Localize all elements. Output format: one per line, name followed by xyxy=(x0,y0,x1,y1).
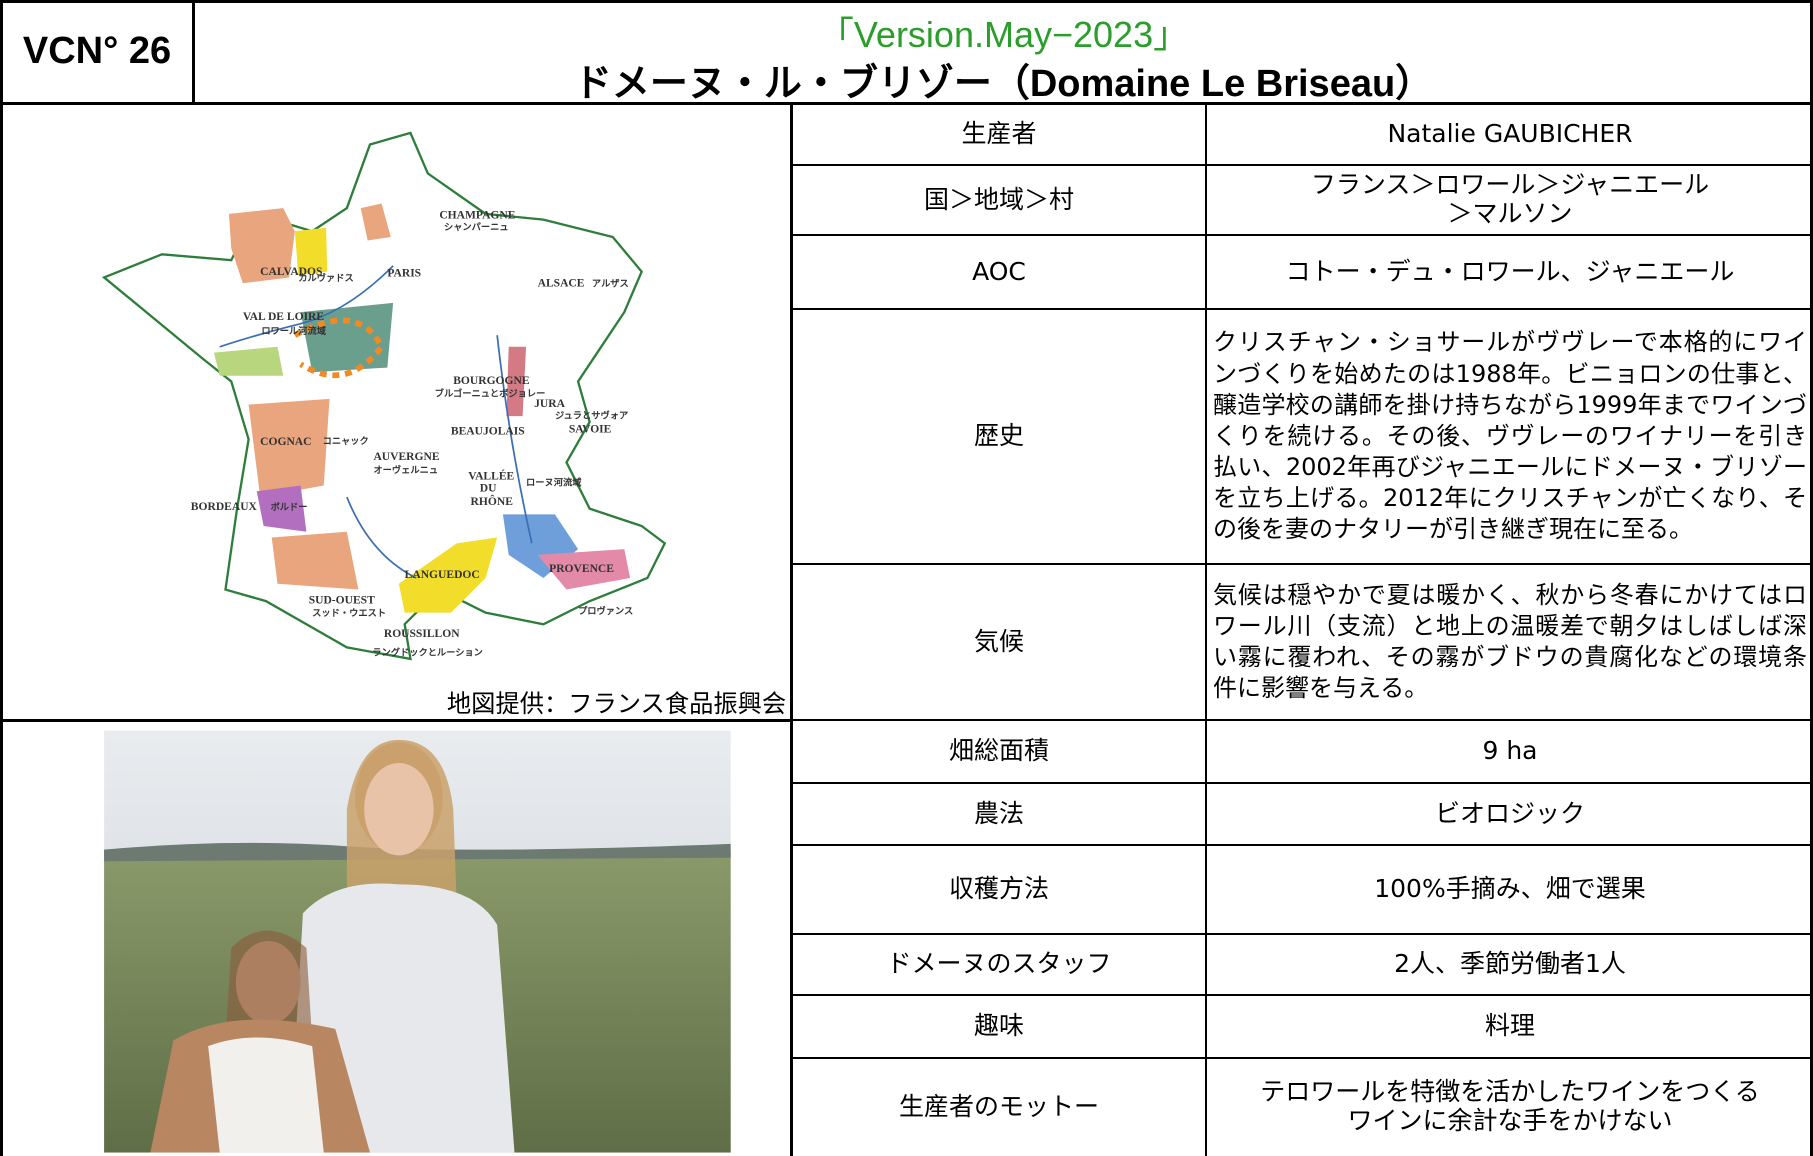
map-label: JURA xyxy=(534,397,565,410)
divider xyxy=(192,0,195,104)
value-line: コトー・デュ・ロワール、ジャニエール xyxy=(1285,256,1735,286)
map-caption: 地図提供：フランス食品振興会 xyxy=(447,689,786,718)
map-label: シャンパーニュ xyxy=(444,221,509,232)
row-value: テロワールを特徴を活かしたワインをつくる ワインに余計な手をかけない xyxy=(1207,1058,1813,1156)
france-map xyxy=(101,131,667,661)
row-line xyxy=(792,994,1813,996)
value-line: ビオロジック xyxy=(1434,798,1585,828)
map-label: コニャック xyxy=(323,436,369,446)
row-value: フランス＞ロワール＞ジャニエール ＞マルソン xyxy=(1207,165,1813,235)
map-label: PROVENCE xyxy=(549,562,614,575)
row-value: 9 ha xyxy=(1207,720,1813,783)
row-line xyxy=(792,844,1813,846)
code-cell: VCN° 26 xyxy=(22,30,172,73)
value-line: テロワールを特徴を活かしたワインをつくる xyxy=(1260,1077,1760,1107)
map-label: ジュラとサヴォア xyxy=(555,409,628,420)
map-label: CHAMPAGNE xyxy=(439,208,515,221)
map-label: スッド・ウエスト xyxy=(312,608,386,618)
map-label: プロヴァンス xyxy=(578,605,633,616)
row-value: 100%手摘み、畑で選果 xyxy=(1207,845,1813,934)
row-line xyxy=(792,308,1813,310)
header-line xyxy=(0,102,1813,105)
map-label: ローヌ河流域 xyxy=(526,477,582,488)
row-line xyxy=(792,234,1813,236)
row-label: AOC xyxy=(972,256,1026,286)
map-label: SUD-OUEST xyxy=(309,593,375,606)
row-value: 気候は穏やかで夏は暖かく、秋から冬春にかけてはロワール川（支流）と地上の温暖差で… xyxy=(1207,564,1813,720)
map-label: ボルドー xyxy=(271,501,308,512)
row-line xyxy=(792,164,1813,166)
map-label: ラングドックとルーション xyxy=(372,646,483,657)
map-label: AUVERGNE xyxy=(373,450,439,463)
value-line: フランス＞ロワール＞ジャニエール xyxy=(1310,170,1710,200)
map-label: PARIS xyxy=(387,266,421,279)
map-label: ALSACE xyxy=(538,277,585,290)
row-label: 生産者のモットー xyxy=(898,1091,1099,1121)
row-label: 農法 xyxy=(973,798,1024,828)
row-label: 歴史 xyxy=(973,421,1024,451)
value-line: 気候は穏やかで夏は暖かく、秋から冬春にかけてはロワール川（支流）と地上の温暖差で… xyxy=(1213,580,1807,703)
map-label: アルザス xyxy=(592,279,629,289)
map-label: BOURGOGNE xyxy=(453,374,530,387)
left-col-line xyxy=(790,104,793,1156)
map-label: ロワール河流域 xyxy=(261,325,326,336)
mid-col-line xyxy=(1205,104,1207,1156)
title: ドメーヌ・ル・ブリゾー（Domaine Le Briseau） xyxy=(573,63,1434,105)
map-label: BORDEAUX xyxy=(191,500,258,513)
row-label: ドメーヌのスタッフ xyxy=(886,949,1112,979)
value-line: ワインに余計な手をかけない xyxy=(1347,1106,1673,1135)
row-value: コトー・デュ・ロワール、ジャニエール xyxy=(1207,235,1813,309)
map-label: CALVADOS xyxy=(260,265,322,278)
map-label: RHÔNE xyxy=(471,494,514,508)
row-value: クリスチャン・ショサールがヴヴレーで本格的にワインづくりを始めたのは1988年。… xyxy=(1207,309,1813,564)
row-value: ビオロジック xyxy=(1207,783,1813,845)
map-label: ROUSSILLON xyxy=(384,627,460,640)
map-label: VALLÉE xyxy=(468,469,514,483)
map-label: VAL DE LOIRE xyxy=(243,310,325,323)
map-label: ブルゴーニュとボジョレー xyxy=(435,388,546,399)
row-label: 収穫方法 xyxy=(948,874,1049,904)
row-value: 2人、季節労働者1人 xyxy=(1207,934,1813,995)
value-line: ＞マルソン xyxy=(1447,199,1573,228)
value-line: 9 ha xyxy=(1482,736,1538,766)
row-label: 生産者 xyxy=(961,119,1037,149)
value-line: 100%手摘み、畑で選果 xyxy=(1374,874,1646,904)
value-line: 料理 xyxy=(1484,1011,1535,1041)
value-line: Natalie GAUBICHER xyxy=(1387,119,1633,149)
map-label: オーヴェルニュ xyxy=(373,464,438,475)
value-line: クリスチャン・ショサールがヴヴレーで本格的にワインづくりを始めたのは1988年。… xyxy=(1213,328,1807,544)
row-label: 気候 xyxy=(973,626,1024,656)
row-label: 畑総面積 xyxy=(948,736,1049,766)
row-label: 趣味 xyxy=(973,1011,1024,1041)
row-line xyxy=(792,782,1813,784)
row-line xyxy=(0,719,1813,721)
row-line xyxy=(792,933,1813,935)
map-label: DU xyxy=(480,481,497,494)
row-line xyxy=(792,1057,1813,1059)
map-label: BEAUJOLAIS xyxy=(451,425,525,438)
map-label: SAVOIE xyxy=(569,422,612,435)
map-label: カルヴァドス xyxy=(298,272,353,283)
version: 「Version.May−2023」 xyxy=(817,14,1190,55)
value-line: 2人、季節労働者1人 xyxy=(1394,949,1626,979)
row-value: Natalie GAUBICHER xyxy=(1207,104,1813,165)
producer-photo xyxy=(104,730,731,1153)
map-label: LANGUEDOC xyxy=(405,568,480,581)
row-value: 料理 xyxy=(1207,995,1813,1058)
map-label: COGNAC xyxy=(260,435,311,448)
row-label: 国＞地域＞村 xyxy=(923,184,1074,214)
row-line xyxy=(792,563,1813,565)
